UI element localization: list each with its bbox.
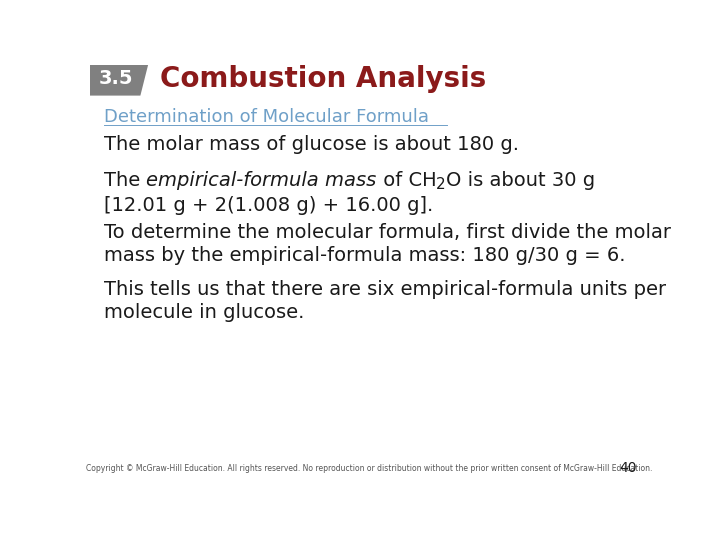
Text: empirical-formula mass: empirical-formula mass <box>146 171 377 190</box>
Text: O is about 30 g: O is about 30 g <box>446 171 595 190</box>
Text: Combustion Analysis: Combustion Analysis <box>160 65 486 93</box>
Text: Determination of Molecular Formula: Determination of Molecular Formula <box>104 108 429 126</box>
Text: of CH: of CH <box>377 171 436 190</box>
Text: The: The <box>104 171 146 190</box>
Text: This tells us that there are six empirical-formula units per: This tells us that there are six empiric… <box>104 280 666 299</box>
Text: [12.01 g + 2(1.008 g) + 16.00 g].: [12.01 g + 2(1.008 g) + 16.00 g]. <box>104 196 433 215</box>
Text: The molar mass of glucose is about 180 g.: The molar mass of glucose is about 180 g… <box>104 134 519 153</box>
Text: Copyright © McGraw-Hill Education. All rights reserved. No reproduction or distr: Copyright © McGraw-Hill Education. All r… <box>86 464 652 473</box>
Text: 2: 2 <box>436 177 446 192</box>
Text: mass by the empirical-formula mass: 180 g/30 g = 6.: mass by the empirical-formula mass: 180 … <box>104 246 626 265</box>
Text: 40: 40 <box>619 461 636 475</box>
Text: To determine the molecular formula, first divide the molar: To determine the molecular formula, firs… <box>104 223 671 242</box>
Text: 3.5: 3.5 <box>99 69 132 88</box>
Text: molecule in glucose.: molecule in glucose. <box>104 303 305 322</box>
Polygon shape <box>90 65 148 96</box>
